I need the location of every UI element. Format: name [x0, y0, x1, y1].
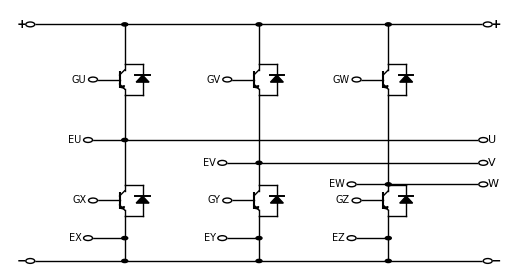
- Circle shape: [122, 138, 128, 142]
- Text: EV: EV: [203, 158, 216, 168]
- Text: EX: EX: [69, 233, 81, 243]
- Text: EW: EW: [329, 179, 345, 189]
- Text: GX: GX: [73, 195, 87, 206]
- Circle shape: [83, 236, 93, 241]
- Circle shape: [218, 236, 227, 241]
- Circle shape: [122, 259, 128, 263]
- Polygon shape: [270, 196, 283, 203]
- Text: GW: GW: [333, 74, 350, 85]
- Text: U: U: [488, 135, 496, 145]
- Polygon shape: [119, 86, 124, 88]
- Circle shape: [352, 198, 361, 203]
- Polygon shape: [254, 207, 258, 209]
- Circle shape: [479, 182, 488, 187]
- Polygon shape: [400, 196, 413, 203]
- Circle shape: [89, 198, 97, 203]
- Circle shape: [218, 160, 227, 165]
- Text: −: −: [17, 255, 27, 267]
- Polygon shape: [136, 75, 149, 82]
- Circle shape: [352, 77, 361, 82]
- Polygon shape: [400, 75, 413, 82]
- Polygon shape: [119, 207, 124, 209]
- Circle shape: [347, 236, 356, 241]
- Circle shape: [479, 137, 488, 143]
- Circle shape: [89, 77, 97, 82]
- Circle shape: [479, 160, 488, 165]
- Circle shape: [122, 237, 128, 240]
- Polygon shape: [383, 86, 388, 88]
- Text: GU: GU: [72, 74, 87, 85]
- Circle shape: [26, 22, 35, 27]
- Text: W: W: [488, 179, 499, 189]
- Circle shape: [483, 22, 492, 27]
- Polygon shape: [136, 196, 149, 203]
- Circle shape: [122, 23, 128, 26]
- Circle shape: [385, 259, 391, 263]
- Circle shape: [256, 23, 262, 26]
- Polygon shape: [270, 75, 283, 82]
- Circle shape: [256, 237, 262, 240]
- Circle shape: [256, 259, 262, 263]
- Circle shape: [256, 161, 262, 164]
- Text: GY: GY: [208, 195, 221, 206]
- Text: EZ: EZ: [333, 233, 345, 243]
- Circle shape: [385, 237, 391, 240]
- Text: V: V: [488, 158, 495, 168]
- Text: EY: EY: [204, 233, 216, 243]
- Text: +: +: [17, 18, 27, 31]
- Polygon shape: [383, 207, 388, 209]
- Circle shape: [385, 23, 391, 26]
- Circle shape: [26, 258, 35, 263]
- Text: GV: GV: [207, 74, 221, 85]
- Circle shape: [385, 183, 391, 186]
- Text: EU: EU: [68, 135, 81, 145]
- Circle shape: [223, 198, 232, 203]
- Polygon shape: [254, 86, 258, 88]
- Circle shape: [223, 77, 232, 82]
- Text: +: +: [491, 18, 501, 31]
- Circle shape: [483, 258, 492, 263]
- Circle shape: [347, 182, 356, 187]
- Text: GZ: GZ: [336, 195, 350, 206]
- Circle shape: [83, 137, 93, 143]
- Text: −: −: [491, 255, 501, 267]
